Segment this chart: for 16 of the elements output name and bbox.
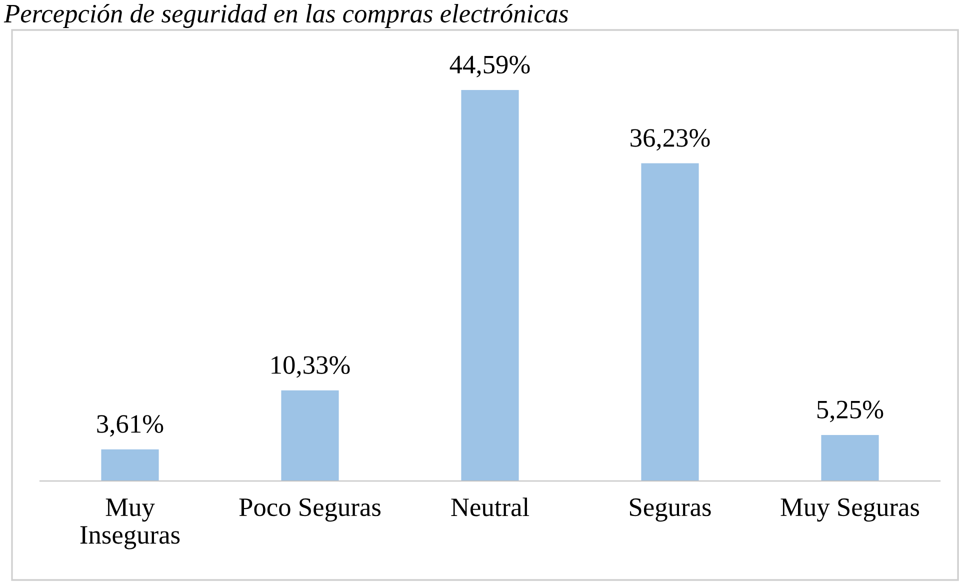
data-label: 44,59%	[450, 56, 530, 78]
x-tick-label: Muy Inseguras	[80, 498, 180, 550]
x-tick-label: Poco Seguras	[239, 498, 381, 522]
bar	[821, 434, 879, 481]
bar	[461, 90, 519, 481]
x-tick-label: Muy Seguras	[780, 498, 920, 522]
bar	[641, 163, 699, 481]
data-label: 3,61%	[97, 415, 164, 437]
data-label: 5,25%	[817, 400, 884, 422]
x-tick-label: Neutral	[451, 498, 530, 516]
data-label: 10,33%	[272, 356, 350, 378]
data-label: 36,23%	[630, 129, 710, 151]
bar	[101, 449, 159, 481]
bar	[281, 390, 339, 481]
x-tick-label: Seguras	[630, 498, 711, 522]
chart-title: Percepción de seguridad en las compras electrónicas	[4, 4, 568, 28]
